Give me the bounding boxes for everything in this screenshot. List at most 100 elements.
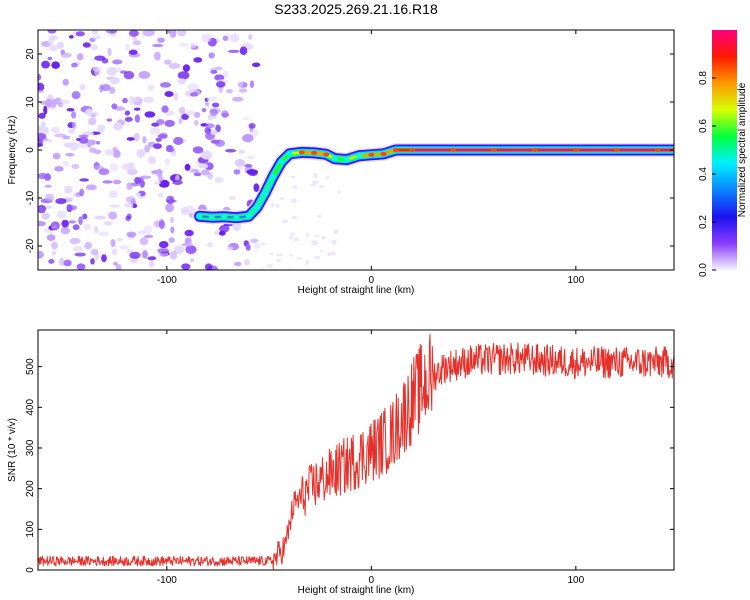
noise-blob xyxy=(194,111,201,118)
noise-blob xyxy=(68,220,76,224)
noise-blob xyxy=(91,30,99,35)
ridge-point xyxy=(613,148,620,152)
noise-blob xyxy=(200,150,213,160)
y-tick-label: 20 xyxy=(25,48,36,60)
noise-blob xyxy=(190,168,200,173)
noise-blob xyxy=(184,237,192,245)
noise-blob xyxy=(214,176,224,183)
noise-blob xyxy=(38,133,47,141)
noise-blob xyxy=(225,148,237,153)
noise-blob xyxy=(178,106,186,115)
noise-blob xyxy=(47,36,54,46)
noise-blob xyxy=(76,263,86,270)
noise-blob xyxy=(267,263,273,268)
ridge-point xyxy=(368,152,375,157)
noise-blob xyxy=(133,132,140,142)
noise-blob xyxy=(177,78,187,85)
noise-blob xyxy=(69,35,74,39)
noise-blob xyxy=(103,221,113,226)
noise-blob xyxy=(189,42,197,49)
noise-blob xyxy=(39,100,51,105)
y-tick-label: 200 xyxy=(25,480,36,497)
noise-blob xyxy=(249,80,254,89)
noise-blob xyxy=(169,30,177,38)
ridge-point xyxy=(323,152,330,157)
noise-blob xyxy=(72,121,77,130)
noise-blob xyxy=(248,34,253,40)
colorbar-gradient xyxy=(712,30,737,270)
noise-blob xyxy=(125,196,136,203)
noise-blob xyxy=(320,236,327,240)
noise-blob xyxy=(46,234,56,241)
noise-blob xyxy=(218,224,230,233)
noise-blob xyxy=(333,229,339,235)
noise-blob xyxy=(112,149,121,158)
snr-axes: -100 0 100 0 100 200 300 400 500 xyxy=(25,330,674,586)
noise-blob xyxy=(109,204,121,208)
noise-blob xyxy=(169,250,178,260)
ridge-point xyxy=(233,215,240,220)
noise-blob xyxy=(156,168,163,178)
noise-blob xyxy=(134,176,142,184)
noise-blob xyxy=(93,149,102,155)
noise-blob xyxy=(164,158,170,165)
snr-panel: -100 0 100 0 100 200 300 400 500 Height of strai… xyxy=(7,329,675,596)
noise-blob xyxy=(289,253,293,257)
noise-blob xyxy=(161,105,169,113)
noise-blob xyxy=(325,175,330,180)
noise-blob xyxy=(126,182,133,190)
noise-blob xyxy=(279,197,285,200)
noise-blob xyxy=(41,60,50,69)
snr-frame xyxy=(37,329,675,571)
noise-blob xyxy=(62,160,70,167)
noise-blob xyxy=(189,92,199,97)
noise-blob xyxy=(139,237,149,246)
snr-series-line xyxy=(38,333,674,570)
noise-blob xyxy=(228,195,236,201)
y-tick-label: 100 xyxy=(25,521,36,538)
noise-blob xyxy=(275,203,280,209)
noise-blob xyxy=(233,169,241,175)
noise-blob xyxy=(269,252,274,256)
noise-blob xyxy=(138,70,151,79)
noise-blob xyxy=(184,163,191,171)
noise-blob xyxy=(144,234,154,239)
noise-blob xyxy=(210,129,218,136)
noise-blob xyxy=(292,185,298,189)
colorbar-label: Normalized spectral amplitude xyxy=(737,82,748,217)
noise-blob xyxy=(177,30,187,37)
noise-blob xyxy=(165,203,174,213)
noise-blob xyxy=(227,49,240,53)
noise-blob xyxy=(60,226,71,235)
noise-blob xyxy=(92,35,102,40)
noise-blob xyxy=(204,123,215,129)
noise-blob xyxy=(47,56,53,61)
noise-blob xyxy=(311,180,319,185)
noise-blob xyxy=(38,73,42,81)
noise-blob xyxy=(204,263,213,270)
noise-blob xyxy=(38,89,44,93)
noise-blob xyxy=(327,252,332,257)
noise-blob xyxy=(111,67,123,73)
noise-blob xyxy=(166,147,175,153)
noise-blob xyxy=(110,239,116,248)
noise-blob xyxy=(112,59,123,65)
noise-blob xyxy=(253,183,260,192)
noise-blob xyxy=(290,175,296,179)
noise-blob xyxy=(221,113,230,118)
noise-blob xyxy=(134,114,141,123)
noise-blob xyxy=(38,82,45,92)
noise-blob xyxy=(204,101,210,107)
ridge-point xyxy=(392,148,399,152)
noise-blob xyxy=(124,110,131,116)
y-tick-label: 0 xyxy=(25,567,36,573)
noise-blob xyxy=(290,215,298,220)
noise-blob xyxy=(106,118,113,122)
noise-blob xyxy=(92,111,100,116)
ridge-point xyxy=(531,148,538,152)
noise-blob xyxy=(137,148,146,157)
noise-blob xyxy=(102,180,113,184)
figure-title: S233.2025.269.21.16.R18 xyxy=(274,1,438,17)
noise-blob xyxy=(109,77,121,85)
